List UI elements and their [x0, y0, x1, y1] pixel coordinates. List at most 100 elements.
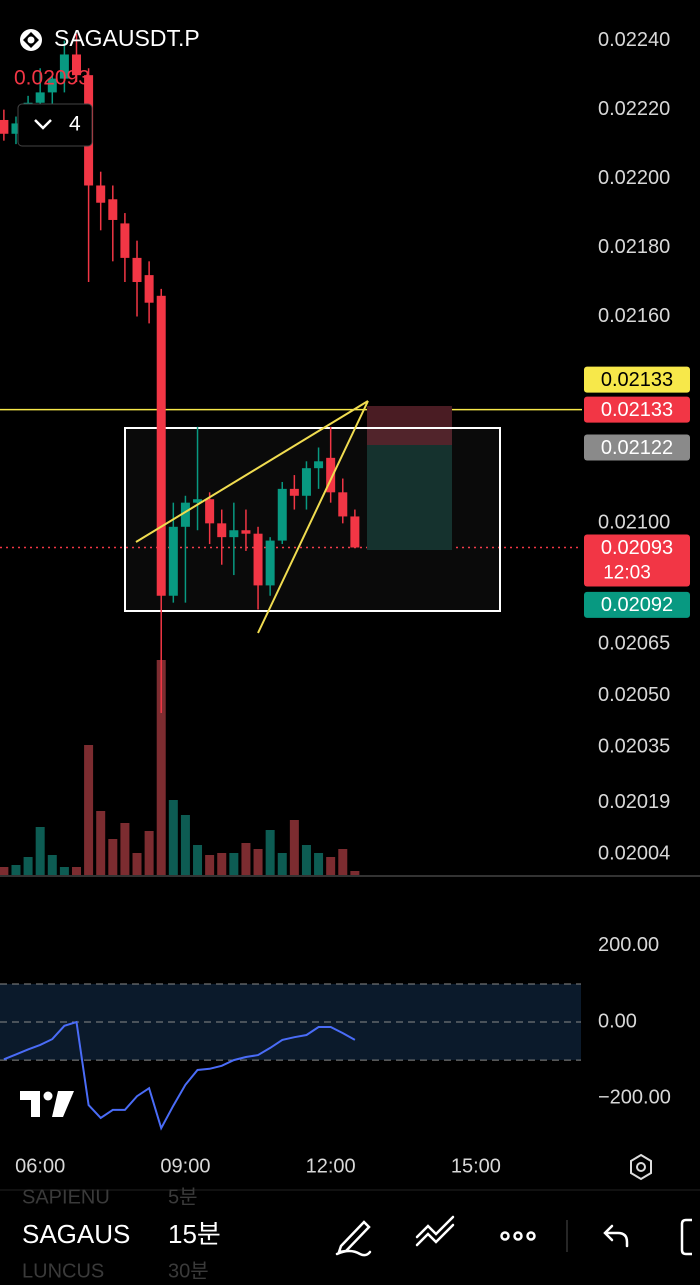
- volume-bar: [314, 853, 324, 875]
- volume-bar: [47, 855, 57, 875]
- volume-bar: [0, 867, 9, 875]
- chevron-icon: [34, 119, 52, 130]
- y-tick-label: 0.02100: [598, 512, 670, 534]
- volume-bar: [180, 815, 190, 875]
- indicator-toggle[interactable]: [17, 103, 93, 147]
- undo-icon[interactable]: [603, 1224, 629, 1248]
- fullscreen-icon[interactable]: [680, 1218, 692, 1256]
- wedge-upper-line[interactable]: [135, 400, 369, 543]
- settings-icon[interactable]: [630, 1153, 652, 1181]
- candle-body: [301, 468, 311, 496]
- volume-bar: [168, 800, 178, 875]
- volume-bar: [253, 849, 263, 875]
- volume-bar: [144, 831, 154, 875]
- candle-body: [350, 516, 360, 548]
- more-icon[interactable]: [500, 1231, 536, 1241]
- candle-body: [108, 199, 118, 220]
- candle-body: [265, 540, 275, 586]
- draw-tool-icon[interactable]: [335, 1220, 372, 1257]
- y-tick-label: 0.02050: [598, 684, 670, 706]
- price-badge: [584, 366, 690, 393]
- candle-body: [338, 492, 348, 517]
- volume-bar: [338, 849, 348, 875]
- indicator-count: 4: [69, 113, 81, 136]
- symbol-title[interactable]: SAGAUSDT.P: [54, 25, 200, 51]
- candle-body: [120, 223, 130, 258]
- pattern-tool-icon[interactable]: [415, 1215, 455, 1247]
- volume-bar: [277, 853, 287, 875]
- target-zone[interactable]: [367, 445, 452, 550]
- price-badge: [584, 534, 690, 587]
- indicator-tick-label: 0.00: [598, 1010, 637, 1032]
- candle-body: [132, 257, 142, 283]
- volume-bar: [71, 867, 81, 875]
- volume-bar: [229, 853, 239, 875]
- prev-interval: 5분: [168, 1186, 198, 1208]
- indicator-tick-label: −200.00: [598, 1086, 671, 1108]
- candle-body: [35, 92, 45, 103]
- volume-bar: [265, 830, 275, 875]
- prev-symbol: SAPIENU: [22, 1186, 110, 1208]
- candle-body: [11, 123, 21, 134]
- stop-zone[interactable]: [367, 406, 452, 445]
- price-badge: [584, 434, 690, 461]
- next-interval: 30분: [168, 1260, 209, 1280]
- volume-bar: [96, 811, 106, 875]
- indicator-tick-label: 200.00: [598, 934, 659, 956]
- volume-bar: [326, 857, 336, 875]
- candle-body: [193, 499, 203, 503]
- volume-bar: [35, 827, 45, 875]
- candle-body: [180, 502, 190, 527]
- volume-bar: [11, 865, 21, 875]
- volume-bar: [108, 839, 118, 875]
- candle-body: [289, 488, 299, 496]
- candle-body: [253, 533, 263, 586]
- y-tick-label: 0.02004: [598, 843, 670, 865]
- next-symbol: LUNCUS: [22, 1260, 104, 1280]
- y-tick-label: 0.02160: [598, 305, 670, 327]
- y-tick-label: 0.02180: [598, 236, 670, 258]
- candles: [0, 33, 360, 875]
- tv-logo: [20, 1091, 74, 1117]
- symbol-icon: [20, 29, 42, 51]
- wedge-lower-line[interactable]: [257, 400, 369, 634]
- volume-bar: [84, 745, 94, 875]
- candle-body: [314, 461, 324, 469]
- candle-body: [241, 530, 251, 534]
- volume-bar: [289, 820, 299, 875]
- y-tick-label: 0.02065: [598, 632, 670, 654]
- volume-bar: [217, 853, 227, 875]
- y-tick-label: 0.02035: [598, 736, 670, 758]
- candle-body: [71, 54, 81, 76]
- last-price: 0.02093: [14, 67, 90, 90]
- volume-bar: [156, 660, 166, 875]
- x-tick-label: 09:00: [160, 1155, 210, 1177]
- volume-bar: [23, 857, 33, 875]
- candle-body: [144, 275, 154, 303]
- indicator-line: [3, 1020, 356, 1131]
- price-badge-label: 0.02133: [601, 399, 673, 421]
- toolbar-interval[interactable]: 15분: [168, 1219, 221, 1249]
- x-tick-label: 06:00: [15, 1155, 65, 1177]
- price-badge-label: 0.02093: [601, 537, 673, 559]
- volume-bar: [205, 855, 215, 875]
- candle-body: [59, 54, 69, 79]
- candle-body: [168, 526, 178, 596]
- volume-bar: [350, 871, 360, 875]
- volume-bar: [241, 843, 251, 875]
- candle-body: [205, 499, 215, 524]
- candle-body: [277, 488, 287, 541]
- candle-body: [0, 119, 9, 134]
- y-tick-label: 0.02019: [598, 791, 670, 813]
- price-badge-label: 0.02133: [601, 369, 673, 391]
- y-tick-label: 0.02200: [598, 167, 670, 189]
- volume-bar: [193, 845, 203, 875]
- toolbar-symbol[interactable]: SAGAUS: [22, 1219, 130, 1249]
- y-tick-label: 0.02240: [598, 29, 670, 51]
- x-tick-label: 15:00: [451, 1155, 501, 1177]
- price-badge: [584, 396, 690, 423]
- countdown-label: 12:03: [603, 562, 651, 583]
- volume-bar: [132, 853, 142, 875]
- candle-body: [217, 523, 227, 538]
